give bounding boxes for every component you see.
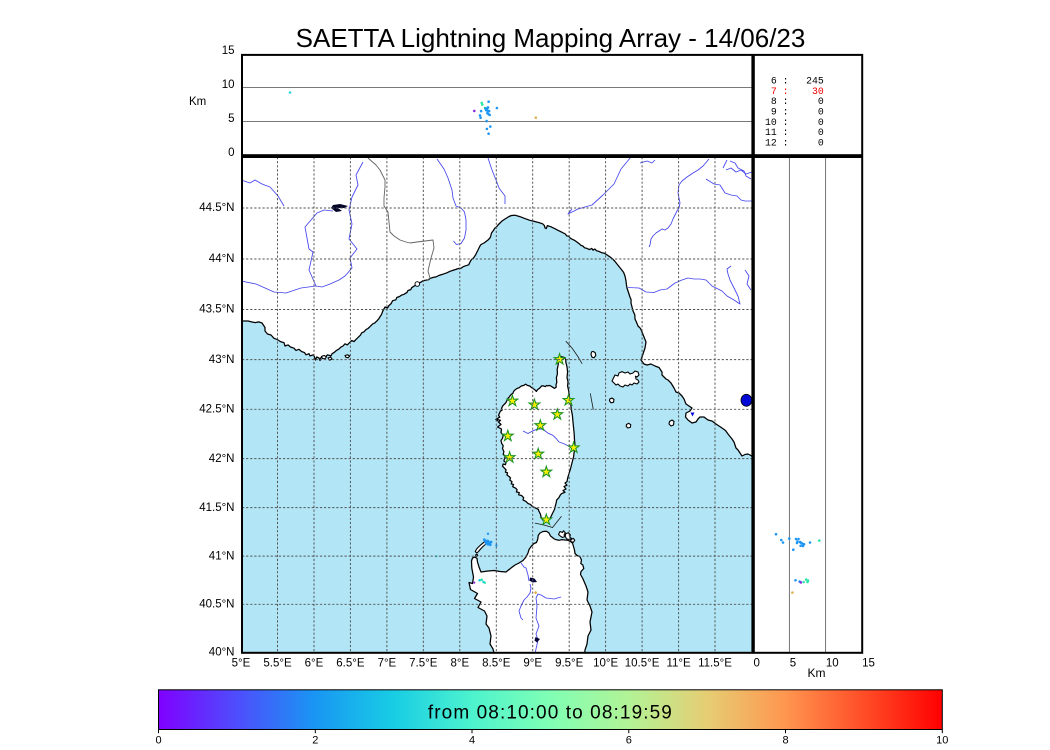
svg-text:15: 15 <box>222 45 235 57</box>
svg-text:0: 0 <box>228 147 234 159</box>
svg-text:5°E: 5°E <box>232 658 251 670</box>
svg-text:8: 8 <box>782 735 788 747</box>
svg-text:Km: Km <box>189 96 206 108</box>
svg-text:44°N: 44°N <box>209 253 235 265</box>
svg-text:10: 10 <box>936 735 948 747</box>
svg-text:5: 5 <box>790 658 796 670</box>
svg-text:42.5°N: 42.5°N <box>199 404 234 416</box>
svg-text:8 : 0: 8 : 0 <box>765 96 824 107</box>
svg-text:11°E: 11°E <box>666 658 691 670</box>
svg-text:42°N: 42°N <box>209 453 235 465</box>
svg-text:9 : 0: 9 : 0 <box>765 107 824 118</box>
svg-text:Km: Km <box>808 666 826 680</box>
svg-text:9.5°E: 9.5°E <box>555 658 584 670</box>
svg-text:10.5°E: 10.5°E <box>625 658 660 670</box>
svg-text:6: 6 <box>626 735 632 747</box>
svg-text:2: 2 <box>312 735 318 747</box>
svg-text:43.5°N: 43.5°N <box>199 304 234 316</box>
svg-text:11.5°E: 11.5°E <box>698 658 732 670</box>
svg-text:4: 4 <box>469 735 475 747</box>
svg-text:6°E: 6°E <box>305 658 324 670</box>
svg-text:6 : 245: 6 : 245 <box>765 76 824 87</box>
svg-text:44.5°N: 44.5°N <box>199 202 234 214</box>
svg-text:43°N: 43°N <box>209 354 235 366</box>
svg-text:5: 5 <box>228 113 234 125</box>
svg-text:10: 10 <box>222 79 235 91</box>
svg-text:SAETTA Lightning Mapping Array: SAETTA Lightning Mapping Array - 14/06/2… <box>296 23 806 53</box>
svg-text:40.5°N: 40.5°N <box>199 599 234 611</box>
svg-text:7°E: 7°E <box>378 658 397 670</box>
svg-text:0: 0 <box>155 735 161 747</box>
svg-text:8.5°E: 8.5°E <box>482 658 511 670</box>
svg-text:12 : 0: 12 : 0 <box>765 137 824 148</box>
svg-text:8°E: 8°E <box>450 658 469 670</box>
svg-text:41.5°N: 41.5°N <box>199 502 234 514</box>
svg-text:15: 15 <box>862 658 875 670</box>
svg-text:7 : 30: 7 : 30 <box>765 86 824 97</box>
svg-text:11 : 0: 11 : 0 <box>765 127 824 138</box>
svg-text:7.5°E: 7.5°E <box>409 658 438 670</box>
svg-text:10: 10 <box>826 658 839 670</box>
svg-text:41°N: 41°N <box>209 550 235 562</box>
svg-text:9°E: 9°E <box>523 658 542 670</box>
svg-text:from 08:10:00 to 08:19:59: from 08:10:00 to 08:19:59 <box>428 703 673 724</box>
svg-text:6.5°E: 6.5°E <box>336 658 365 670</box>
svg-text:0: 0 <box>754 658 760 670</box>
svg-text:10 : 0: 10 : 0 <box>765 117 824 128</box>
svg-text:40°N: 40°N <box>209 646 235 658</box>
svg-text:10°E: 10°E <box>593 658 618 670</box>
svg-text:5.5°E: 5.5°E <box>263 658 292 670</box>
